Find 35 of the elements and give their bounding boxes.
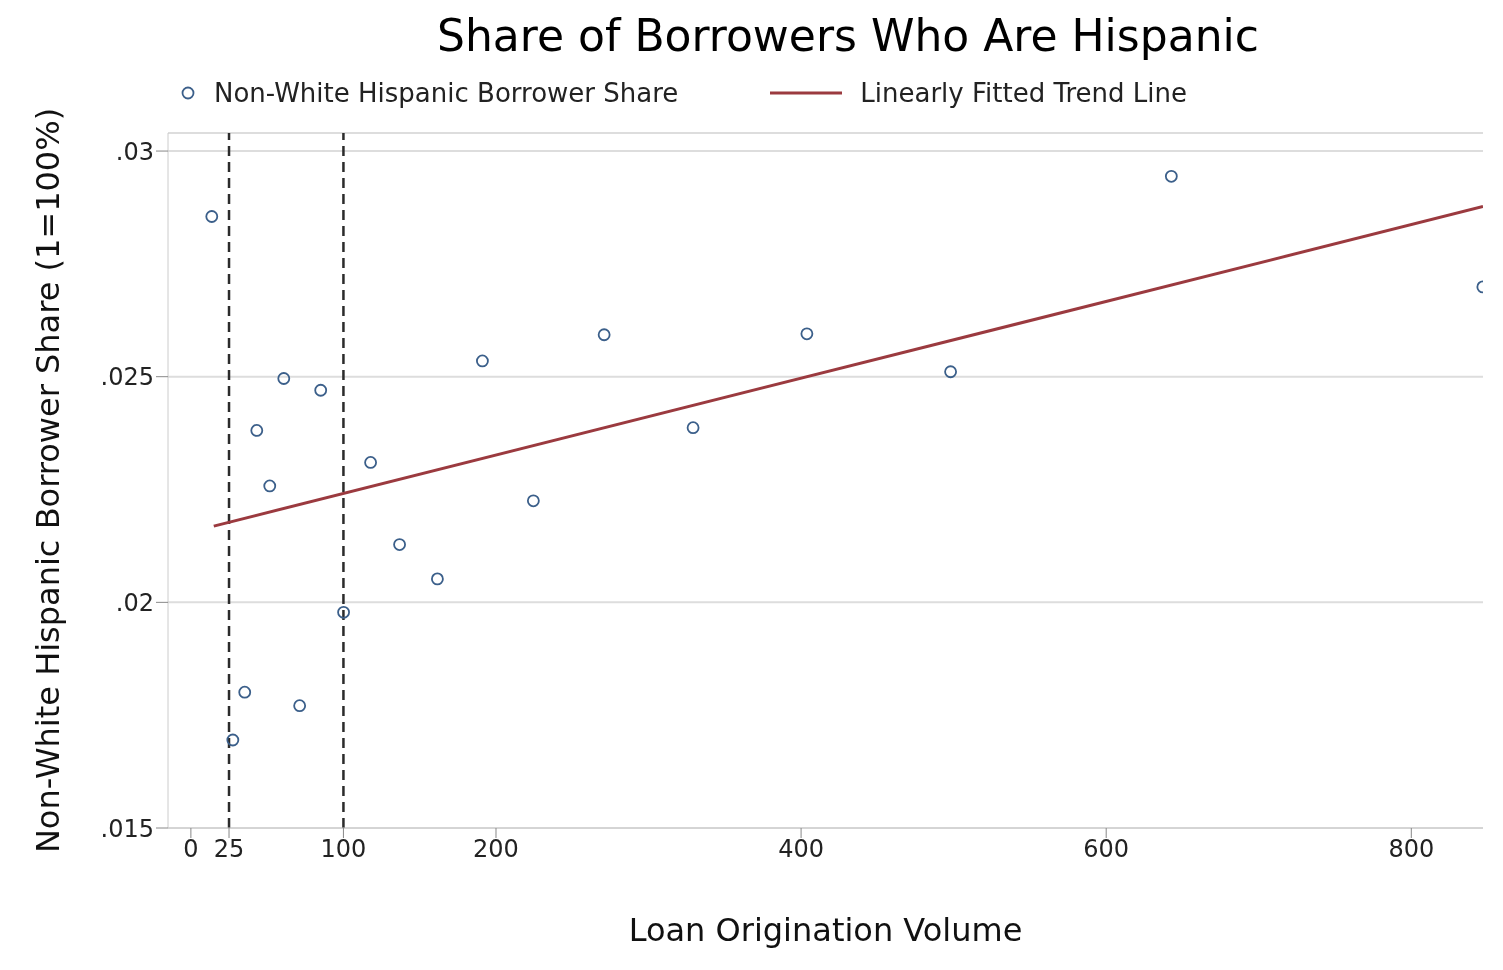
y-tick-label: .025 <box>100 363 154 392</box>
point <box>277 372 291 385</box>
point <box>476 354 489 368</box>
point <box>526 494 540 508</box>
y-axis-title: Non-White Hispanic Borrower Share (1=100%) <box>29 107 68 854</box>
point <box>250 424 264 437</box>
point <box>944 365 957 379</box>
chart-title: Share of Borrowers Who Are Hispanic <box>436 9 1260 63</box>
point <box>1164 169 1178 183</box>
point <box>205 210 219 223</box>
x-axis-title: Loan Origination Volume <box>628 910 1023 949</box>
y-tick-label: .03 <box>115 137 154 166</box>
point <box>337 605 350 619</box>
point <box>314 383 328 397</box>
point <box>431 572 444 586</box>
point <box>238 685 252 699</box>
x-tick-label: 25 <box>213 835 245 864</box>
legend-label: Linearly Fitted Trend Line <box>860 78 1188 108</box>
x-tick-label: 200 <box>473 835 519 864</box>
point <box>686 421 700 435</box>
point <box>597 328 611 342</box>
x-tick-label: 400 <box>778 835 824 864</box>
point <box>393 538 406 551</box>
x-tick-label: 600 <box>1083 835 1130 864</box>
x-tick-label: 100 <box>320 835 367 864</box>
x-tick-label: 0 <box>183 835 199 864</box>
x-tick-label: 800 <box>1388 835 1435 864</box>
legend-label: Non-White Hispanic Borrower Share <box>214 78 679 108</box>
point <box>226 733 240 747</box>
y-tick-label: .02 <box>115 588 154 617</box>
point <box>364 456 377 469</box>
y-tick-label: .015 <box>100 814 154 843</box>
point <box>800 327 814 341</box>
point <box>293 699 307 713</box>
point <box>263 479 277 493</box>
